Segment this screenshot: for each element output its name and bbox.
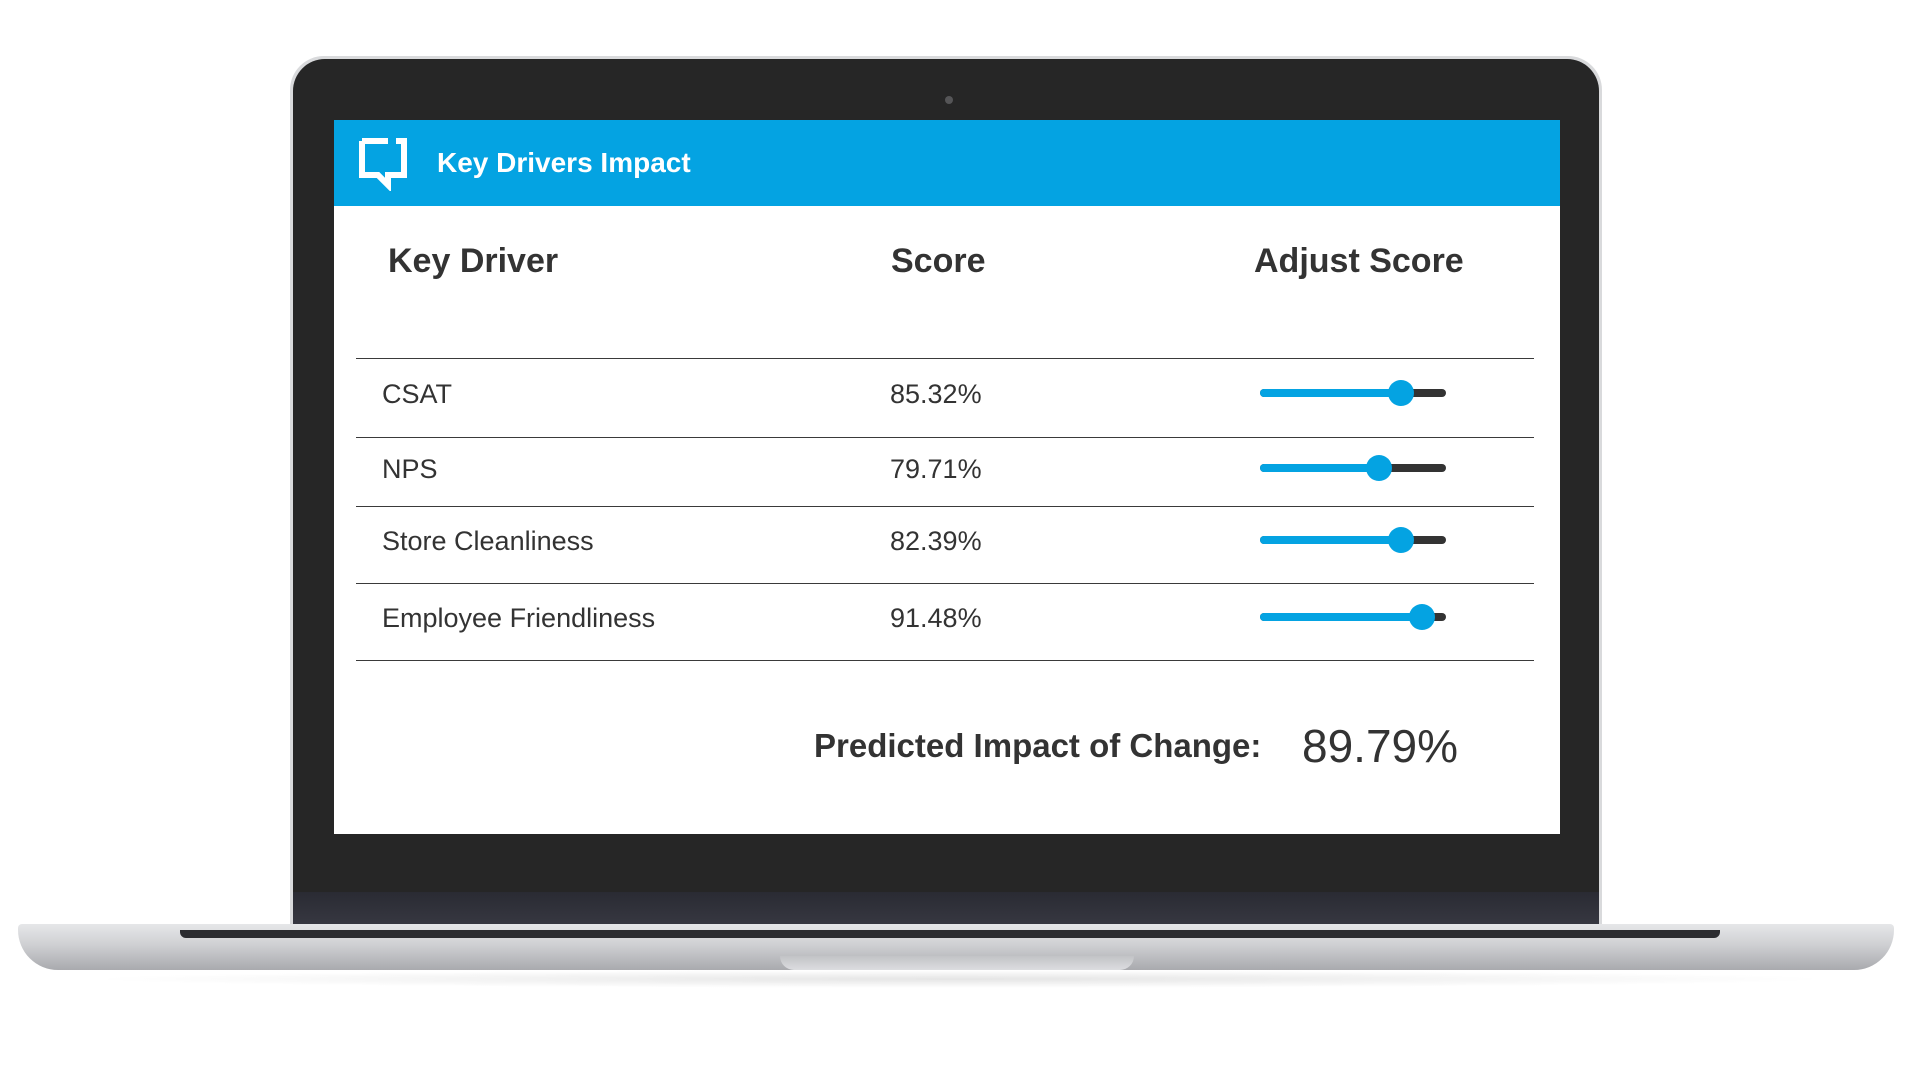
slider-fill (1260, 613, 1422, 621)
predicted-impact-label: Predicted Impact of Change: (814, 727, 1262, 764)
slider-fill (1260, 389, 1402, 397)
column-header-adjust-score: Adjust Score (1254, 242, 1464, 280)
driver-label-csat: CSAT (382, 379, 453, 409)
score-value-nps: 79.71% (890, 454, 982, 484)
header-divider (356, 358, 1534, 359)
slider-fill (1260, 464, 1380, 472)
app-screen: Key Drivers Impact Key Driver Score Adju… (334, 120, 1560, 834)
row-divider (356, 583, 1534, 584)
slider-fill (1260, 536, 1402, 544)
score-value-store-cleanliness: 82.39% (890, 526, 982, 556)
laptop-opening-notch (780, 956, 1134, 970)
app-header: Key Drivers Impact (334, 120, 1560, 206)
laptop-hinge (180, 930, 1720, 938)
column-header-score: Score (891, 242, 986, 280)
slider-thumb[interactable] (1366, 455, 1393, 481)
speech-bubble-icon (359, 138, 407, 191)
column-header-key-driver: Key Driver (388, 242, 559, 280)
slider-thumb[interactable] (1388, 527, 1415, 553)
csat-adjust-slider[interactable] (1260, 379, 1446, 407)
score-value-csat: 85.32% (890, 379, 982, 409)
row-divider (356, 437, 1534, 438)
webcam-icon (945, 96, 953, 104)
driver-label-nps: NPS (382, 454, 438, 484)
score-value-employee-friendliness: 91.48% (890, 603, 982, 633)
store-cleanliness-adjust-slider[interactable] (1260, 526, 1446, 554)
laptop-shadow (80, 970, 1840, 988)
employee-friendliness-adjust-slider[interactable] (1260, 603, 1446, 631)
row-divider (356, 506, 1534, 507)
driver-label-employee-friendliness: Employee Friendliness (382, 603, 656, 633)
predicted-impact-value: 89.79% (1302, 720, 1459, 772)
driver-label-store-cleanliness: Store Cleanliness (382, 526, 594, 556)
nps-adjust-slider[interactable] (1260, 454, 1446, 482)
slider-thumb[interactable] (1408, 604, 1435, 630)
slider-thumb[interactable] (1388, 380, 1415, 406)
app-title: Key Drivers Impact (437, 147, 691, 178)
row-divider (356, 660, 1534, 661)
